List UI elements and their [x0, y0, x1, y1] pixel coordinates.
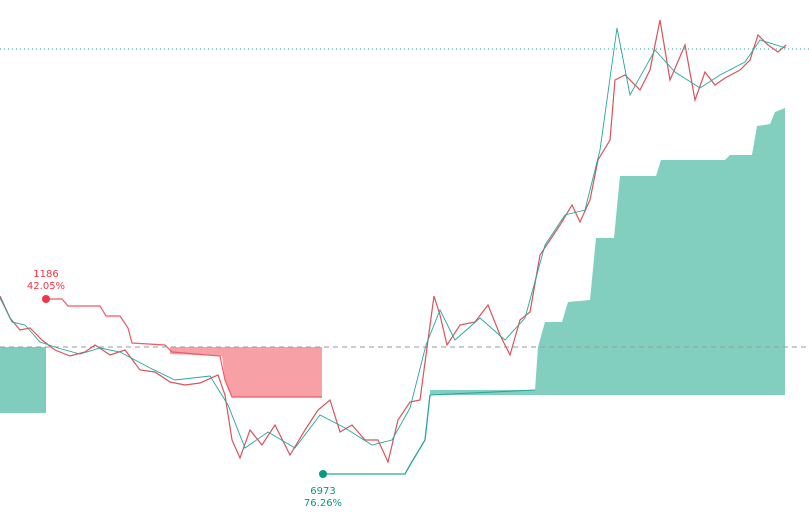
red-area — [170, 347, 322, 397]
annotation-percent: 42.05% — [27, 281, 65, 292]
red-line — [46, 298, 322, 398]
teal-line — [323, 394, 431, 475]
teal-marker — [319, 470, 327, 478]
annotation-percent: 76.26% — [304, 498, 342, 509]
teal-edge — [429, 389, 536, 396]
red-marker — [42, 295, 50, 303]
price-series-up — [0, 27, 787, 449]
teal-area — [430, 108, 785, 395]
annotation-value: 6973 — [310, 486, 335, 497]
annotation-value: 1186 — [33, 269, 58, 280]
teal-zone — [0, 347, 46, 413]
